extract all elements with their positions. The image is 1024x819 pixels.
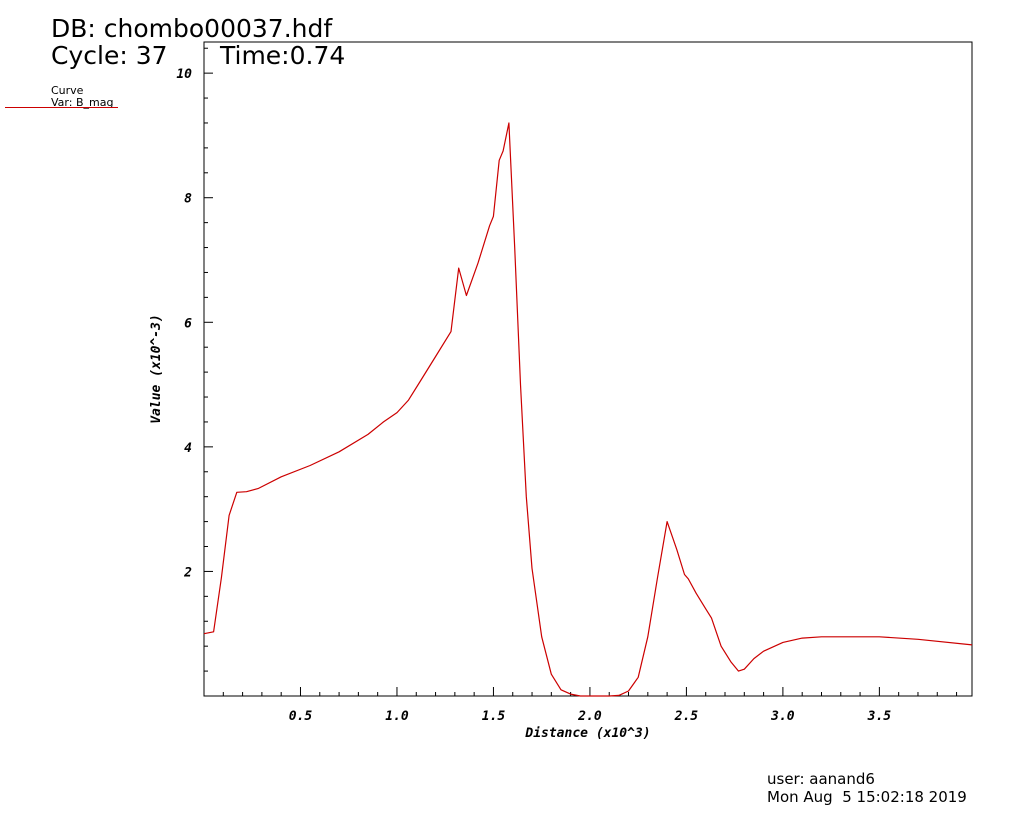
x-axis-title: Distance (x10^3) bbox=[524, 726, 650, 741]
timestamp-label: Mon Aug 5 15:02:18 2019 bbox=[767, 788, 967, 806]
x-tick-label: 3.0 bbox=[770, 709, 795, 724]
legend-title: Curve bbox=[51, 84, 84, 97]
plot-frame bbox=[203, 41, 973, 697]
y-tick-label: 4 bbox=[184, 441, 192, 456]
y-tick-label: 6 bbox=[184, 316, 192, 331]
y-axis-title: Value (x10^-3) bbox=[149, 314, 164, 424]
series-layer bbox=[203, 122, 973, 697]
user-label: user: aanand6 bbox=[767, 770, 875, 788]
x-tick-label: 1.5 bbox=[482, 709, 506, 724]
database-filename: DB: chombo00037.hdf bbox=[51, 14, 333, 43]
cycle-label: Cycle: 37 bbox=[51, 41, 168, 70]
series-line bbox=[203, 122, 973, 697]
x-tick-label: 0.5 bbox=[289, 709, 313, 724]
y-minor-ticks bbox=[204, 47, 208, 672]
y-axis-ticks: 2 4 6 8 10 bbox=[176, 67, 213, 580]
y-tick-label: 2 bbox=[183, 565, 192, 580]
x-tick-label: 3.5 bbox=[867, 709, 892, 724]
x-axis-ticks: 0.5 1.0 1.5 2.0 2.5 3.0 3.5 bbox=[289, 687, 892, 724]
x-tick-label: 2.0 bbox=[577, 709, 602, 724]
x-tick-label: 2.5 bbox=[674, 709, 699, 724]
x-minor-ticks bbox=[222, 692, 958, 696]
y-tick-label: 10 bbox=[176, 67, 192, 82]
y-tick-label: 8 bbox=[184, 192, 192, 207]
x-tick-label: 1.0 bbox=[385, 709, 409, 724]
legend-variable: Var: B_mag bbox=[51, 96, 114, 109]
legend-line-swatch bbox=[5, 107, 118, 108]
time-label: Time:0.74 bbox=[220, 41, 346, 70]
